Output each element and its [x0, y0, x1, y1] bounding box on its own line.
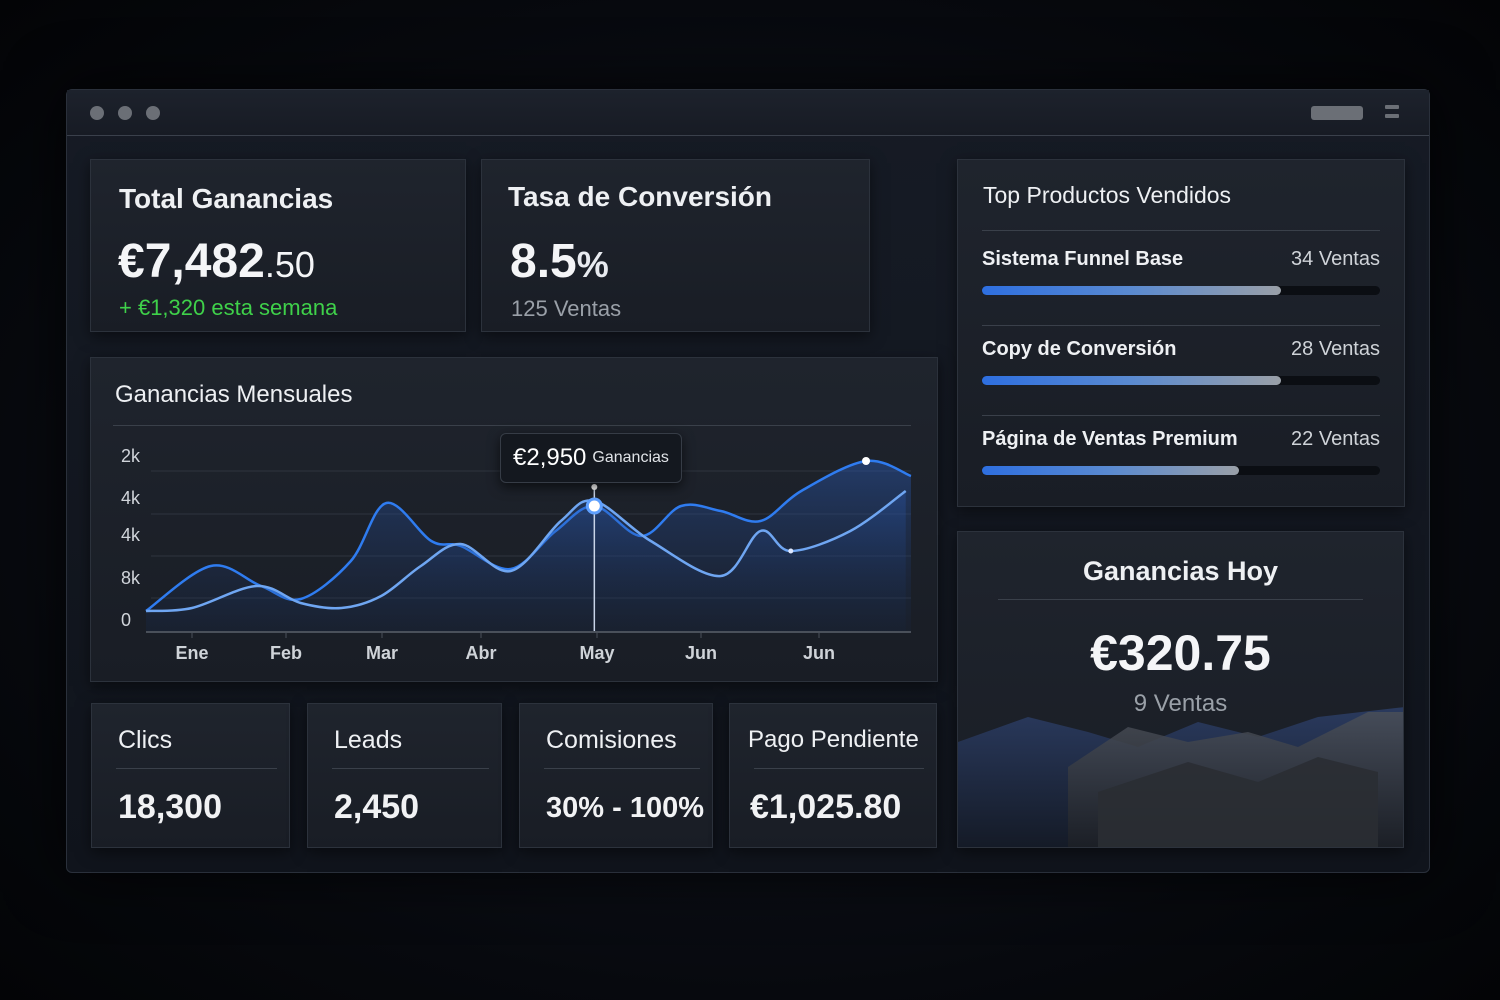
count-unit: Ventas — [1318, 338, 1380, 360]
x-tick-label: Mar — [366, 643, 398, 663]
progress-fill — [982, 376, 1281, 385]
product-count: 34 Ventas — [1291, 248, 1380, 271]
total-earnings-title: Total Ganancias — [119, 183, 334, 214]
x-tick-label: Abr — [466, 643, 497, 663]
monthly-earnings-chart: 2k 4k 4k 8k 0 Ene Feb Mar Abr May Jun Jun — [121, 446, 912, 663]
today-sales: 9 Ventas — [1133, 690, 1228, 717]
progress-fill — [982, 466, 1239, 475]
data-point[interactable] — [788, 548, 794, 554]
product-name: Sistema Funnel Base — [982, 248, 1184, 270]
progress-fill — [982, 286, 1281, 295]
maximize-window-button[interactable] — [146, 106, 160, 120]
weekly-delta: + €1,320 esta semana — [119, 295, 338, 320]
product-item: Sistema Funnel Base 34 Ventas — [982, 248, 1380, 308]
y-tick-label: 4k — [121, 525, 141, 545]
stat-label: Pago Pendiente — [748, 726, 919, 753]
x-tick-label: Jun — [685, 643, 717, 663]
value: 8.5 — [510, 235, 577, 288]
stat-label: Comisiones — [546, 726, 677, 754]
minimize-window-button[interactable] — [118, 106, 132, 120]
peak-point[interactable] — [862, 457, 871, 465]
menu-icon[interactable] — [1385, 105, 1399, 121]
close-window-button[interactable] — [90, 106, 104, 120]
top-products-card: Top Productos Vendidos Sistema Funnel Ba… — [957, 159, 1405, 507]
mountain-illustration — [958, 707, 1403, 847]
series-area-serie-2 — [146, 491, 906, 631]
product-name: Página de Ventas Premium — [982, 428, 1238, 450]
x-tick-label: May — [579, 643, 614, 663]
x-tick-label: Feb — [270, 643, 302, 663]
top-products-title: Top Productos Vendidos — [983, 182, 1232, 208]
stat-label: Clics — [118, 726, 173, 754]
stat-value: 2,450 — [334, 788, 420, 826]
value-main: €7,482 — [118, 235, 265, 288]
total-earnings-card: Total Ganancias €7,482.50 + €1,320 esta … — [90, 159, 466, 332]
title-bar — [67, 90, 1429, 136]
chart-tooltip: €2,950 Ganancias — [500, 433, 682, 483]
hover-point[interactable] — [585, 497, 603, 515]
total-earnings-value: €7,482.50 — [118, 234, 315, 289]
product-progress-bar — [982, 286, 1380, 295]
stat-value: 18,300 — [118, 788, 222, 826]
tooltip-label: Ganancias — [592, 449, 669, 466]
product-item: Página de Ventas Premium 22 Ventas — [982, 428, 1380, 488]
series-line-serie-2 — [145, 489, 907, 613]
y-tick-label: 2k — [121, 446, 141, 466]
count-unit: Ventas — [1318, 428, 1380, 450]
conversion-value: 8.5% — [510, 234, 609, 289]
conversion-card: Tasa de Conversión 8.5% 125 Ventas — [481, 159, 870, 332]
stat-label: Leads — [334, 726, 403, 754]
x-tick-label: Ene — [175, 643, 208, 663]
count-value: 28 — [1291, 338, 1314, 360]
stat-value: €1,025.80 — [750, 788, 902, 826]
stat-card-commissions: Comisiones 30% - 100% — [519, 703, 713, 848]
stat-card-clicks: Clics 18,300 — [91, 703, 290, 848]
count-value: 22 — [1291, 428, 1314, 450]
unit: % — [576, 244, 609, 285]
y-tick-label: 0 — [121, 610, 131, 630]
product-count: 22 Ventas — [1291, 428, 1380, 451]
today-value: €320.75 — [1090, 625, 1271, 681]
tooltip-value: €2,950 — [513, 444, 587, 471]
window-action-button[interactable] — [1311, 106, 1363, 120]
count-value: 34 — [1291, 248, 1314, 270]
value-cents: .50 — [264, 244, 315, 285]
stat-card-pending-payment: Pago Pendiente €1,025.80 — [729, 703, 937, 848]
product-count: 28 Ventas — [1291, 338, 1380, 361]
y-tick-label: 8k — [121, 568, 141, 588]
count-unit: Ventas — [1318, 248, 1380, 270]
product-progress-bar — [982, 466, 1380, 475]
stat-value: 30% - 100% — [546, 792, 704, 824]
product-name: Copy de Conversión — [982, 338, 1177, 360]
x-tick-label: Jun — [803, 643, 835, 663]
stat-card-leads: Leads 2,450 — [307, 703, 502, 848]
y-tick-label: 4k — [121, 488, 141, 508]
product-progress-bar — [982, 376, 1380, 385]
hover-line-top — [591, 484, 598, 490]
chart-title: Ganancias Mensuales — [115, 381, 353, 408]
today-title: Ganancias Hoy — [1082, 556, 1279, 586]
conversion-sales: 125 Ventas — [511, 296, 622, 321]
conversion-title: Tasa de Conversión — [508, 181, 773, 212]
today-earnings-card: Ganancias Hoy €320.75 9 Ventas — [957, 531, 1404, 848]
product-item: Copy de Conversión 28 Ventas — [982, 338, 1380, 398]
monthly-earnings-card: Ganancias Mensuales 2k 4k 4k 8k 0 Ene Feb Mar Ab… — [90, 357, 938, 682]
